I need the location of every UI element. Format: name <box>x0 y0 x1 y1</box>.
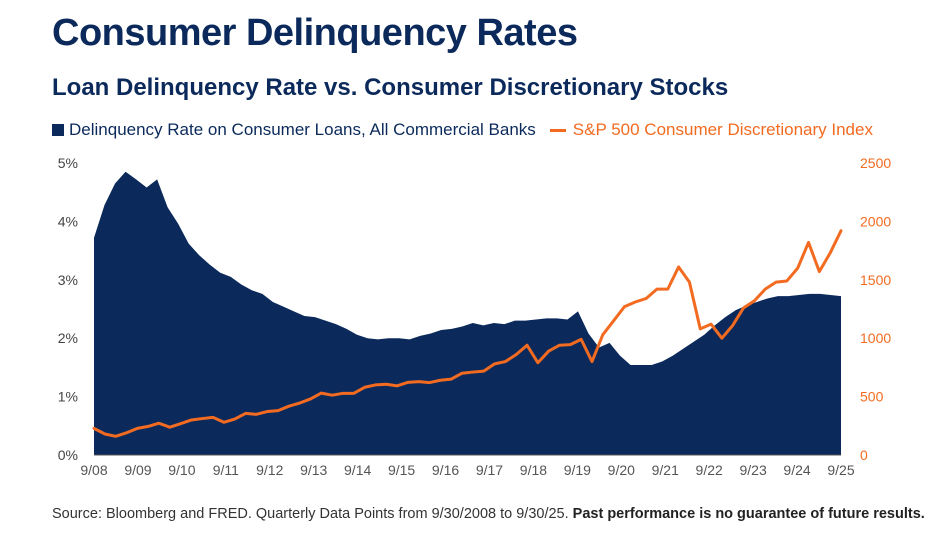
legend-item-delinquency: Delinquency Rate on Consumer Loans, All … <box>52 120 536 140</box>
x-tick-label: 9/12 <box>256 462 283 478</box>
legend-label-sp500: S&P 500 Consumer Discretionary Index <box>572 120 873 139</box>
legend-label-delinquency: Delinquency Rate on Consumer Loans, All … <box>69 120 536 139</box>
x-tick-label: 9/10 <box>168 462 195 478</box>
x-tick-label: 9/24 <box>783 462 810 478</box>
x-tick-label: 9/23 <box>739 462 766 478</box>
x-tick-label: 9/19 <box>564 462 591 478</box>
x-tick-label: 9/21 <box>652 462 679 478</box>
source-footnote: Source: Bloomberg and FRED. Quarterly Da… <box>52 506 925 522</box>
right-y-tick-label: 2500 <box>860 155 891 171</box>
right-y-tick-label: 1000 <box>860 330 891 346</box>
left-y-tick-label: 1% <box>58 389 78 405</box>
x-tick-label: 9/20 <box>608 462 635 478</box>
legend-swatch-delinquency <box>52 124 64 136</box>
x-tick-label: 9/18 <box>520 462 547 478</box>
chart-subtitle: Loan Delinquency Rate vs. Consumer Discr… <box>52 74 729 101</box>
sp500-consumer-discretionary-line <box>92 229 843 438</box>
legend-item-sp500: S&P 500 Consumer Discretionary Index <box>549 120 873 140</box>
source-text: Source: Bloomberg and FRED. Quarterly Da… <box>52 506 569 522</box>
chart-legend: Delinquency Rate on Consumer Loans, All … <box>52 118 887 142</box>
left-y-tick-label: 5% <box>58 155 78 171</box>
right-y-tick-label: 1500 <box>860 272 891 288</box>
page-title: Consumer Delinquency Rates <box>52 12 578 54</box>
chart-svg: 9/08 9/09 9/10 9/11 9/12 9/13 9/14 9/15 9/16 9/17… <box>58 155 892 478</box>
x-tick-label: 9/22 <box>696 462 723 478</box>
x-tick-label: 9/09 <box>124 462 151 478</box>
right-y-tick-label: 2000 <box>860 213 891 229</box>
left-y-tick-label: 0% <box>58 447 78 463</box>
x-tick-label: 9/11 <box>213 462 239 478</box>
x-tick-label: 9/25 <box>827 462 854 478</box>
x-tick-label: 9/08 <box>80 462 107 478</box>
x-tick-label: 9/13 <box>300 462 327 478</box>
delinquency-rate-area <box>94 171 841 455</box>
x-tick-label: 9/14 <box>344 462 371 478</box>
x-tick-label: 9/16 <box>432 462 459 478</box>
right-y-tick-label: 0 <box>860 447 868 463</box>
left-y-tick-label: 4% <box>58 213 78 229</box>
left-y-tick-label: 3% <box>58 272 78 288</box>
x-tick-label: 9/15 <box>388 462 415 478</box>
x-tick-label: 9/17 <box>476 462 503 478</box>
left-y-tick-label: 2% <box>58 330 78 346</box>
disclaimer-text: Past performance is no guarantee of futu… <box>572 506 925 522</box>
legend-swatch-sp500 <box>549 128 566 132</box>
right-y-tick-label: 500 <box>860 389 884 405</box>
